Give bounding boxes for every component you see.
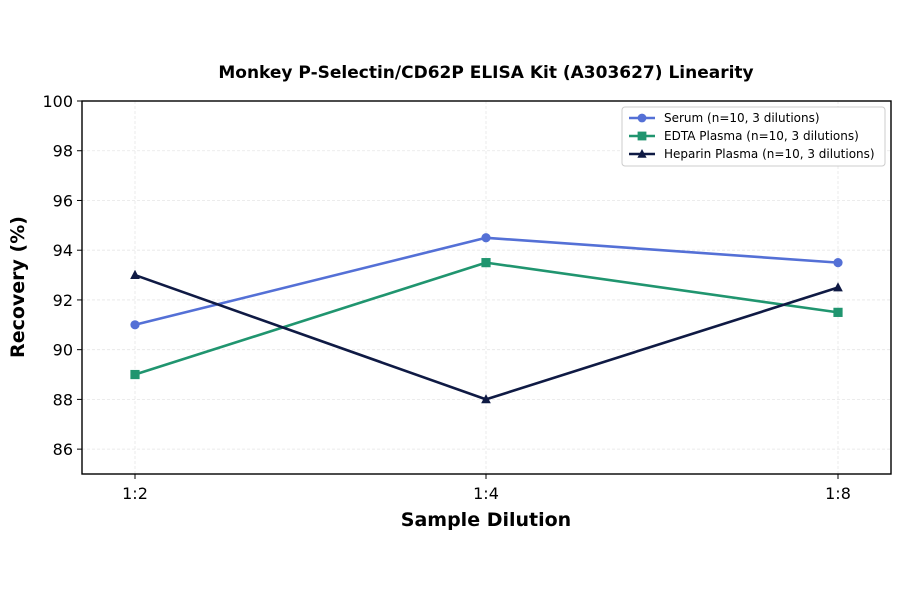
legend-label-heparin-plasma: Heparin Plasma (n=10, 3 dilutions) — [664, 147, 875, 161]
data-point-edta-plasma — [481, 258, 491, 268]
data-point-heparin-plasma — [481, 394, 491, 404]
data-point-heparin-plasma — [130, 269, 140, 279]
legend-label-serum: Serum (n=10, 3 dilutions) — [664, 111, 820, 125]
legend-marker-serum — [637, 113, 647, 123]
y-tick-label: 86 — [53, 440, 73, 459]
series-group — [130, 233, 843, 404]
y-tick-label: 98 — [53, 142, 73, 161]
legend-box — [621, 106, 886, 167]
y-tick-label: 92 — [53, 291, 73, 310]
data-point-heparin-plasma — [833, 282, 843, 292]
data-point-serum — [833, 258, 843, 268]
chart-title: Monkey P-Selectin/CD62P ELISA Kit (A3036… — [218, 63, 753, 83]
data-point-edta-plasma — [833, 307, 843, 317]
legend: Serum (n=10, 3 dilutions) EDTA Plasma (n=… — [621, 106, 886, 167]
x-tick-label: 1:4 — [473, 484, 499, 503]
data-point-serum — [130, 320, 140, 330]
axis-ticks: 86 88 90 92 94 96 98 100 1:2 1:4 1:8 — [42, 92, 850, 503]
series-line-heparin-plasma — [134, 273, 839, 401]
legend-marker-heparin-plasma — [637, 148, 647, 158]
y-tick-label: 96 — [53, 191, 73, 210]
series-line-edta-plasma — [134, 261, 839, 376]
x-axis-label: Sample Dilution — [401, 509, 571, 531]
legend-label-edta-plasma: EDTA Plasma (n=10, 3 dilutions) — [664, 129, 859, 143]
x-tick-label: 1:8 — [825, 484, 851, 503]
y-axis-label: Recovery (%) — [7, 216, 29, 358]
data-point-edta-plasma — [130, 369, 140, 380]
y-tick-label: 100 — [42, 92, 73, 111]
data-point-serum — [481, 233, 491, 243]
legend-marker-edta-plasma — [637, 131, 647, 141]
y-tick-label: 88 — [53, 390, 73, 409]
x-tick-label: 1:2 — [122, 484, 148, 503]
y-tick-label: 90 — [53, 341, 73, 360]
y-tick-label: 94 — [53, 241, 73, 260]
